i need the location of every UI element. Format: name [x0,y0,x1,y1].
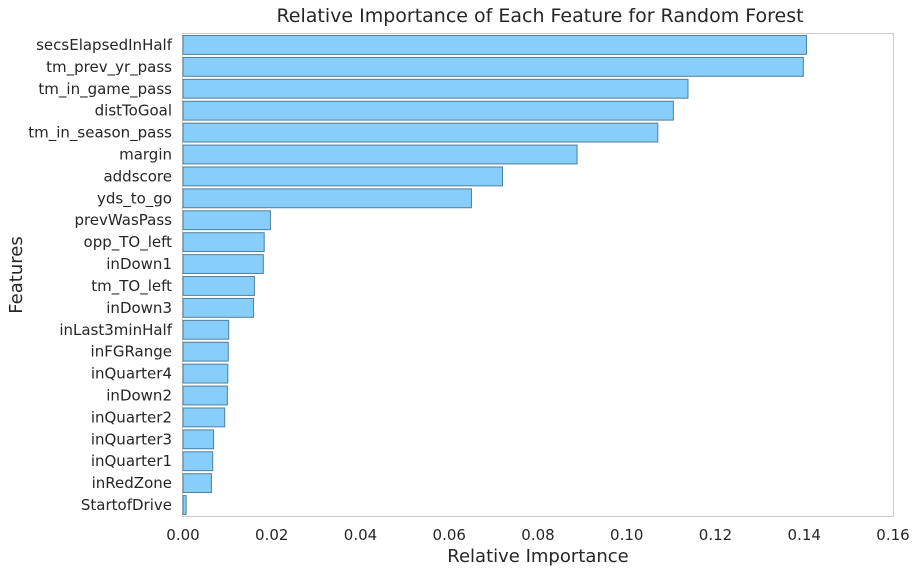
bar-inRedZone [182,473,212,494]
y-tick-label: inDown3 [106,299,172,317]
plot-frame [182,33,894,517]
bar-opp_TO_left [182,232,265,253]
y-tick-label: inQuarter2 [91,408,172,426]
y-tick-label: addscore [103,167,172,185]
y-tick-label: StartofDrive [81,496,172,514]
bar-inQuarter1 [182,451,214,472]
y-tick-label: inLast3minHalf [59,321,172,339]
y-tick-label: inFGRange [91,343,172,361]
bar-tm_prev_yr_pass [182,56,804,77]
bar-inFGRange [182,341,229,362]
bar-tm_in_season_pass [182,122,659,143]
bar-tm_TO_left [182,276,255,296]
x-tick-labels: 0.00 0.02 0.04 0.06 0.08 0.10 0.12 0.14 0.16 [166,526,909,544]
y-tick-label: prevWasPass [74,211,172,229]
y-tick-label: inDown1 [106,255,172,273]
bar-inLast3minHalf [182,319,230,340]
bar-inDown3 [182,297,255,318]
y-tick-label: secsElapsedInHalf [36,36,173,54]
x-tick-label: 0.06 [433,526,466,544]
x-tick-label: 0.04 [344,526,377,544]
y-tick-labels: secsElapsedInHalf tm_prev_yr_pass tm_in_ga… [28,36,172,514]
bar-addscore [182,166,503,187]
bar-inQuarter2 [182,407,226,428]
bar-StartofDrive [182,495,187,515]
y-tick-label: inQuarter4 [91,365,172,383]
bar-secsElapsedInHalf [182,35,807,55]
x-tick-label: 0.16 [876,526,909,544]
y-tick-label: inQuarter1 [91,452,172,470]
y-tick-label: inDown2 [106,387,172,405]
chart-title: Relative Importance of Each Feature for … [276,5,803,27]
x-tick-label: 0.00 [166,526,199,544]
bar-inQuarter3 [182,429,215,450]
bar-inDown1 [182,254,264,274]
bar-tm_in_game_pass [182,78,689,99]
bar-margin [182,144,578,165]
y-tick-label: yds_to_go [97,189,172,208]
y-tick-label: margin [119,146,172,164]
y-tick-label: inRedZone [92,474,172,492]
bar-inQuarter4 [182,363,229,384]
y-tick-label: tm_TO_left [91,277,172,296]
x-tick-label: 0.12 [699,526,732,544]
x-tick-label: 0.08 [521,526,554,544]
y-tick-label: tm_in_game_pass [38,80,172,99]
x-tick-label: 0.14 [788,526,821,544]
bar-distToGoal [182,100,674,121]
x-tick-label: 0.02 [255,526,288,544]
y-tick-label: tm_prev_yr_pass [46,58,172,77]
y-tick-label: distToGoal [95,102,172,120]
y-tick-label: tm_in_season_pass [28,124,172,143]
bar-prevWasPass [182,210,271,231]
x-axis-label: Relative Importance [447,546,628,567]
y-axis-label: Features [6,236,27,313]
bar-yds_to_go [182,188,472,209]
y-tick-label: opp_TO_left [84,233,173,252]
bars-group [182,35,807,515]
bar-inDown2 [182,385,228,406]
x-tick-label: 0.10 [610,526,643,544]
y-tick-label: inQuarter3 [91,430,172,448]
